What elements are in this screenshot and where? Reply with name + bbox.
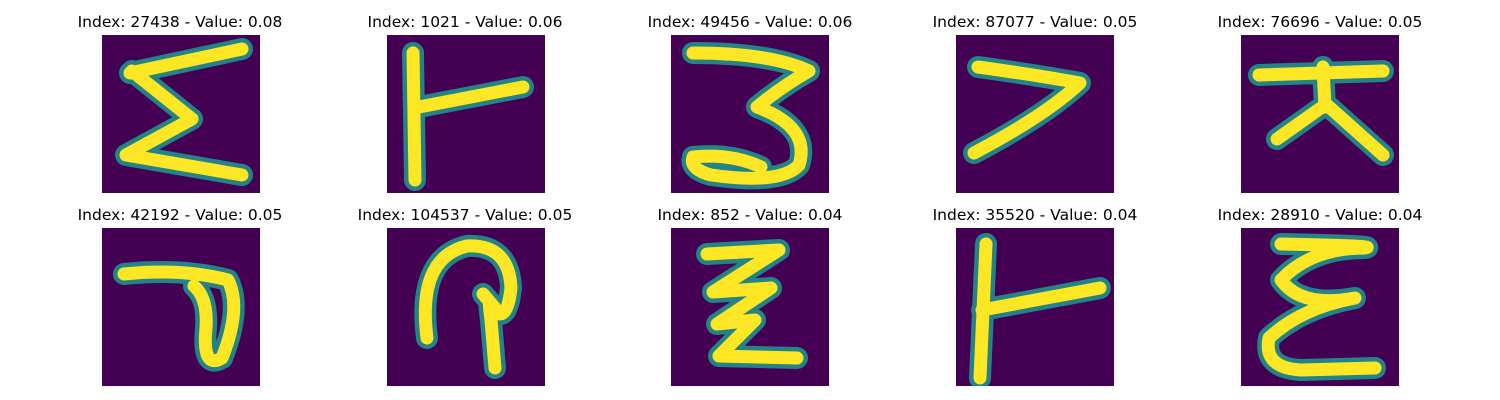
glyph-image — [102, 228, 260, 386]
panel-title: Index: 28910 - Value: 0.04 — [1217, 206, 1423, 224]
glyph-image — [387, 35, 545, 193]
t-right-glyph — [402, 42, 534, 191]
p-loop-glyph — [113, 261, 245, 372]
glyph-image — [387, 228, 545, 386]
panel-title: Index: 35520 - Value: 0.04 — [932, 206, 1138, 224]
glyph-image — [956, 228, 1114, 386]
glyph-image — [102, 35, 260, 193]
glyph-image — [956, 35, 1114, 193]
tee-legs-glyph — [1248, 56, 1394, 166]
sigma-glyph — [115, 38, 253, 186]
panel-title: Index: 42192 - Value: 0.05 — [77, 206, 283, 224]
glyph-image — [671, 35, 829, 193]
three-glyph — [681, 42, 820, 190]
t-right-thin-glyph — [969, 233, 1111, 386]
panel-title: Index: 76696 - Value: 0.05 — [1217, 13, 1423, 31]
panel-title: Index: 27438 - Value: 0.08 — [77, 13, 283, 31]
glyph-image — [1241, 228, 1399, 386]
panel-title: Index: 852 - Value: 0.04 — [657, 206, 843, 224]
epsilon-glyph — [1257, 233, 1386, 381]
glyph-image — [671, 228, 829, 386]
arch-glyph — [414, 234, 522, 379]
panel-title: Index: 1021 - Value: 0.06 — [367, 13, 563, 31]
zigzag-glyph — [696, 239, 808, 369]
panel-title: Index: 87077 - Value: 0.05 — [932, 13, 1138, 31]
seven-glyph — [963, 56, 1091, 164]
panel-title: Index: 104537 - Value: 0.05 — [357, 206, 573, 224]
panel-title: Index: 49456 - Value: 0.06 — [647, 13, 853, 31]
glyph-image — [1241, 35, 1399, 193]
